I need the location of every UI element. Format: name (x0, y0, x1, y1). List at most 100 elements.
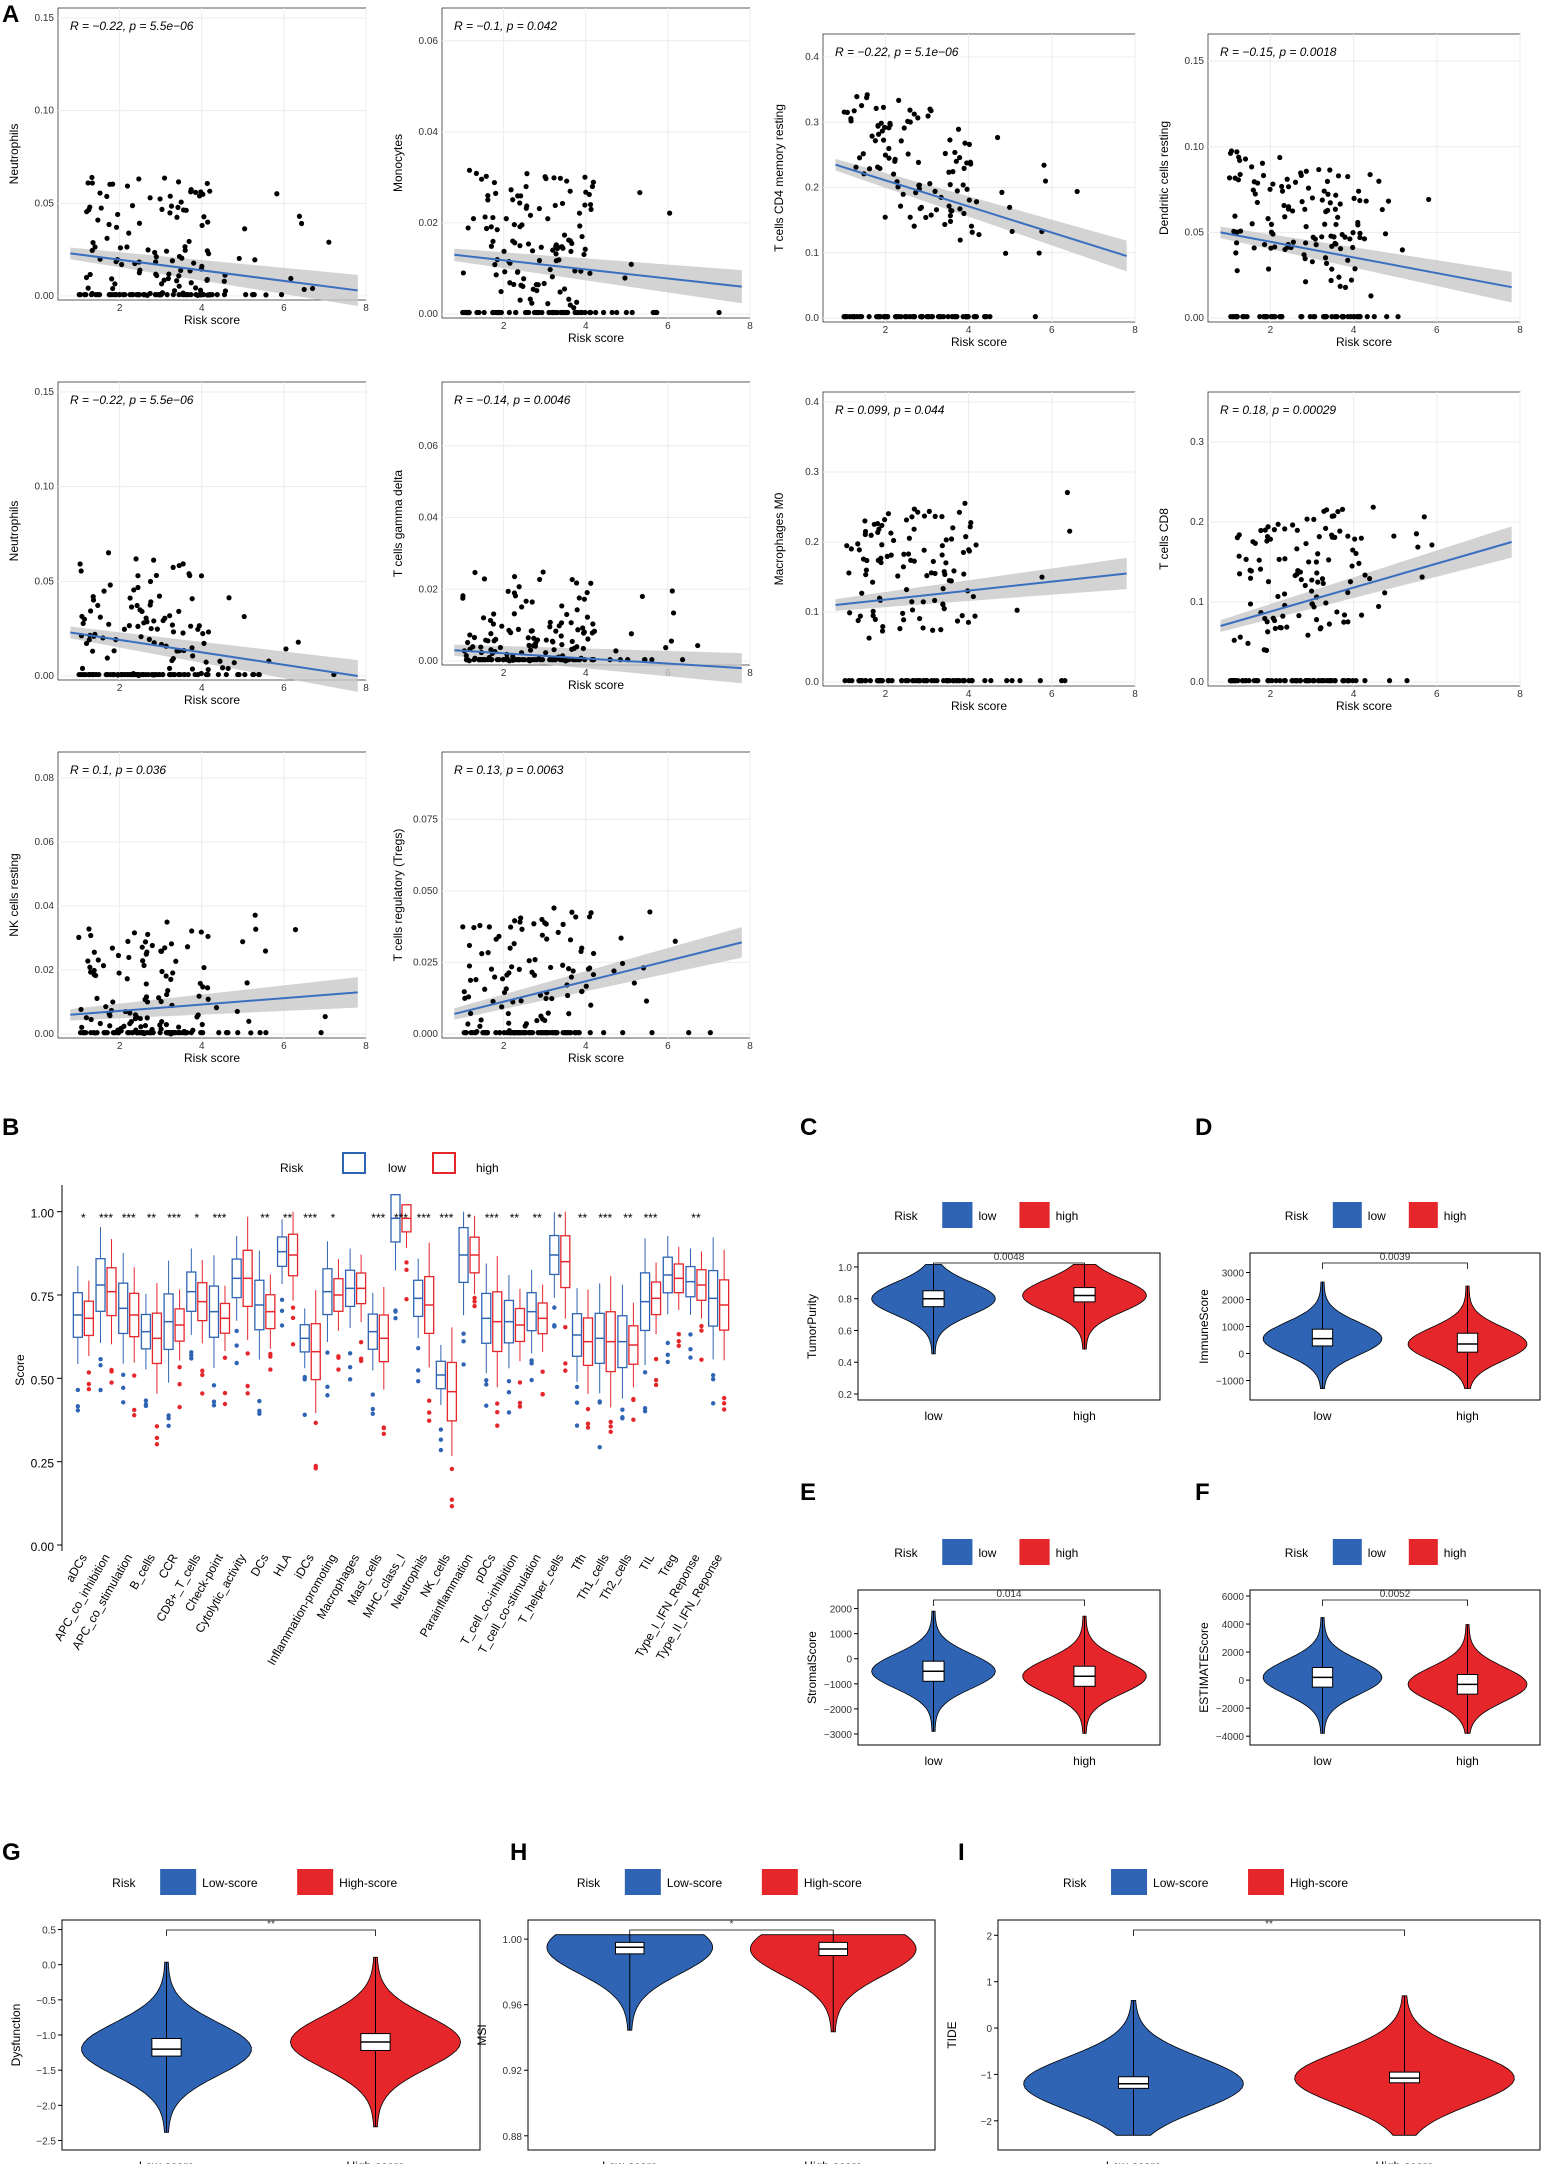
scatter-point (491, 611, 497, 617)
legend-title: Risk (112, 1876, 136, 1890)
outlier-point (642, 1408, 648, 1414)
outlier-point (563, 1324, 568, 1330)
scatter-point (954, 618, 961, 624)
y-tick-label: 1000 (830, 1630, 853, 1641)
outlier-point (234, 1360, 239, 1366)
scatter-point (220, 665, 226, 671)
scatter-point (97, 1020, 103, 1027)
significance-label: *** (99, 1211, 113, 1225)
scatter-point (145, 247, 151, 253)
scatter-point (613, 648, 619, 654)
outlier-point (449, 1466, 455, 1472)
x-tick-label: Low-score (1106, 2159, 1162, 2164)
scatter-point (1244, 314, 1250, 320)
scatter-point (536, 257, 543, 264)
scatter-point (527, 647, 534, 653)
scatter-point (460, 595, 466, 601)
scatter-point (143, 615, 149, 621)
scatter-point (1281, 591, 1288, 597)
legend-swatch-low (1332, 1202, 1362, 1228)
scatter-point (501, 248, 507, 254)
outlier-point (426, 1398, 432, 1403)
plot-frame (441, 381, 751, 666)
scatter-point (196, 993, 202, 999)
outlier-point (710, 1401, 716, 1406)
outlier-point (75, 1408, 81, 1413)
scatter-point (963, 534, 969, 540)
scatter-point (545, 216, 551, 222)
scatter-point (961, 571, 967, 577)
scatter-point (205, 666, 211, 673)
scatter-point (1233, 314, 1239, 320)
scatter-point (512, 593, 519, 599)
y-tick-label: −2.0 (36, 2101, 56, 2112)
outlier-point (393, 1309, 398, 1314)
scatter-point (846, 678, 852, 684)
y-tick-label: 0.10 (35, 106, 55, 117)
scatter-point (968, 520, 974, 526)
box-high (582, 1289, 594, 1430)
scatter-point (189, 596, 195, 602)
scatter-point (107, 582, 113, 588)
scatter-point (909, 599, 915, 605)
scatter-point (180, 561, 186, 567)
significance-label: ** (578, 1211, 588, 1225)
scatter-point (1313, 617, 1320, 623)
box-low (140, 1293, 152, 1409)
scatter-point (579, 309, 585, 316)
scatter-point (251, 671, 257, 678)
box-low (413, 1258, 424, 1384)
outlier-point (189, 1350, 194, 1355)
scatter-point (126, 230, 132, 236)
scatter-point (164, 1030, 170, 1036)
correlation-annotation: R = −0.1, p = 0.042 (454, 19, 557, 33)
scatter-point (1347, 236, 1353, 242)
scatter-point (880, 623, 886, 630)
y-tick-label: 2 (986, 1931, 992, 1942)
scatter-point (962, 140, 968, 146)
scatter-point (1042, 178, 1049, 184)
y-tick-label: 0.0 (42, 1961, 56, 1972)
scatter-point (1303, 540, 1309, 547)
outlier-point (438, 1437, 444, 1442)
y-tick-label: 0.10 (1185, 142, 1205, 153)
scatter-point (1341, 619, 1347, 625)
scatter-point (476, 657, 482, 663)
scatter-point (511, 1030, 517, 1036)
y-tick-label: 0.04 (35, 901, 55, 912)
scatter-point (925, 113, 931, 119)
scatter-point (916, 182, 923, 188)
scatter-point (921, 547, 927, 553)
scatter-point (1237, 634, 1243, 640)
outlier-point (404, 1260, 409, 1265)
scatter-point (576, 595, 582, 601)
scatter-point (1415, 544, 1421, 550)
panel-label-e: E (800, 1479, 816, 1506)
scatter-point (582, 246, 588, 252)
box-high (197, 1259, 208, 1396)
y-tick-label: 0.88 (503, 2132, 523, 2143)
scatter-point (926, 508, 932, 514)
box-low (390, 1194, 401, 1321)
scatter-point (463, 653, 469, 659)
scatter-point (1265, 524, 1271, 530)
scatter-point (901, 551, 907, 557)
x-axis-title: Risk score (568, 1051, 624, 1065)
scatter-point (1245, 640, 1251, 646)
scatter-point (478, 644, 484, 650)
outlier-point (121, 1385, 126, 1391)
scatter-point (94, 995, 100, 1001)
x-tick-label: 2 (501, 1041, 507, 1052)
outlier-point (540, 1369, 545, 1374)
scatter-point (1386, 678, 1393, 684)
scatter-point (568, 620, 574, 626)
outlier-point (665, 1359, 670, 1365)
outlier-point (325, 1384, 330, 1390)
scatter-point (1352, 536, 1358, 542)
outlier-point (676, 1332, 681, 1337)
x-tick-label: 8 (363, 1041, 369, 1052)
scatter-point (159, 671, 166, 678)
scatter-point (543, 637, 549, 643)
scatter-point (1037, 678, 1043, 684)
